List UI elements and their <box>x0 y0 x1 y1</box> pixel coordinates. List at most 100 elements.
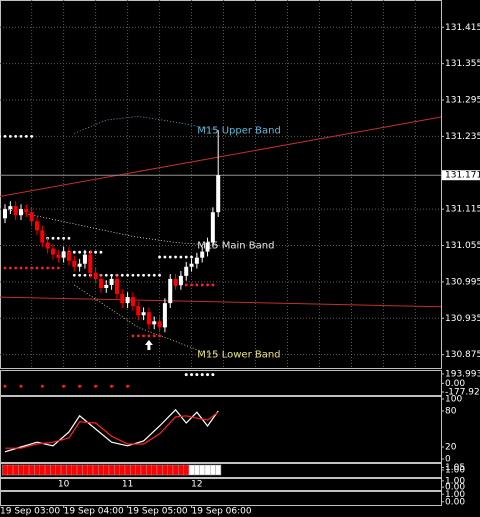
band-label: M15 Upper Band <box>197 125 281 136</box>
indicator-dot <box>40 384 44 388</box>
y-tick-label: 0.00 <box>445 379 465 389</box>
dot-row <box>0 135 34 138</box>
y-tick-label: 130.875 <box>445 350 480 360</box>
candle-body <box>162 303 167 328</box>
segment-cell <box>151 464 158 476</box>
y-tick-label: 1.00 <box>445 490 465 500</box>
dot <box>78 273 82 277</box>
candle-body <box>24 209 29 213</box>
current-price-label: 131.171 <box>445 171 480 181</box>
candle-body <box>130 297 135 307</box>
segment-cell <box>194 464 200 476</box>
indicator-dot <box>200 373 204 377</box>
candle-body <box>205 242 210 252</box>
candle-body <box>152 321 157 325</box>
dot <box>8 135 12 138</box>
segment-cell <box>28 464 35 476</box>
segment-cell <box>34 464 40 476</box>
candle-body <box>50 248 55 255</box>
x-tick-label: 19 Sep 03:00 <box>0 507 60 517</box>
dot <box>104 273 108 277</box>
band-label: M15 Lower Band <box>197 350 280 361</box>
candle-body <box>18 209 23 216</box>
dot-row <box>158 255 193 259</box>
dot <box>67 236 71 240</box>
indicator-dot <box>110 384 114 388</box>
dot <box>174 255 177 259</box>
dot <box>168 255 172 259</box>
candle-body <box>29 212 34 222</box>
dot <box>56 266 60 270</box>
candle-body <box>77 263 82 267</box>
dot <box>99 250 103 254</box>
dot <box>152 334 156 338</box>
segment-cell <box>140 464 147 476</box>
candle-body <box>13 206 18 216</box>
candle-body <box>82 254 87 264</box>
candle-body <box>120 294 125 304</box>
dot <box>195 283 199 287</box>
x-tick-label: 19 Sep 04:00 <box>64 507 124 517</box>
segment-cell <box>146 464 152 476</box>
dot <box>14 266 18 270</box>
segment-cell <box>60 464 67 476</box>
candle-body <box>168 278 173 304</box>
candle-body <box>141 312 146 316</box>
y-tick-label: 100 <box>445 395 462 405</box>
segment-cell <box>172 464 179 476</box>
dot <box>0 135 2 138</box>
candle-body <box>178 275 183 285</box>
segment-cell <box>23 464 30 476</box>
segment-cell <box>162 464 168 476</box>
dot-row <box>131 334 161 338</box>
dot <box>14 135 18 138</box>
y-tick-label: 0.00 <box>445 497 465 507</box>
dot <box>126 273 129 277</box>
dot <box>131 273 135 277</box>
dot <box>8 266 12 270</box>
dot <box>46 266 50 270</box>
segment-cell <box>55 464 62 476</box>
segment-cell <box>135 464 142 476</box>
segment-cell <box>103 464 110 476</box>
dot <box>152 273 156 277</box>
dot-row <box>3 266 60 270</box>
indicator-dot <box>126 384 130 388</box>
candle-body <box>3 209 7 219</box>
candle-body <box>136 306 141 316</box>
segment-cell <box>210 464 216 476</box>
candle-body <box>194 257 199 264</box>
dot <box>40 266 44 270</box>
segment-cell <box>204 464 211 476</box>
dot <box>136 273 140 277</box>
candle-body <box>216 175 221 213</box>
segment-cell <box>156 464 163 476</box>
segment-cell <box>18 464 24 476</box>
candle-body <box>88 254 93 273</box>
dot <box>83 273 87 277</box>
candle-body <box>34 221 39 231</box>
indicator-dot <box>19 384 23 388</box>
candle-body <box>189 263 194 267</box>
segment-cell <box>39 464 46 476</box>
segment-cell <box>12 464 19 476</box>
y-tick-label: 131.055 <box>445 241 480 251</box>
y-tick-label: 80 <box>445 407 457 417</box>
dot <box>78 250 82 254</box>
dot <box>120 273 124 277</box>
y-tick-label: 131.355 <box>445 59 480 69</box>
dot <box>206 283 209 287</box>
candle-body <box>109 278 114 285</box>
dot <box>147 273 151 277</box>
candle-body <box>104 284 109 288</box>
candle-body <box>56 254 61 258</box>
candle-body <box>114 278 119 295</box>
indicator-dot <box>184 373 188 377</box>
indicator-dot <box>211 373 215 377</box>
candle-body <box>72 260 77 267</box>
segment-cell <box>2 464 8 476</box>
candle-body <box>8 206 13 210</box>
segment-cell <box>71 464 78 476</box>
